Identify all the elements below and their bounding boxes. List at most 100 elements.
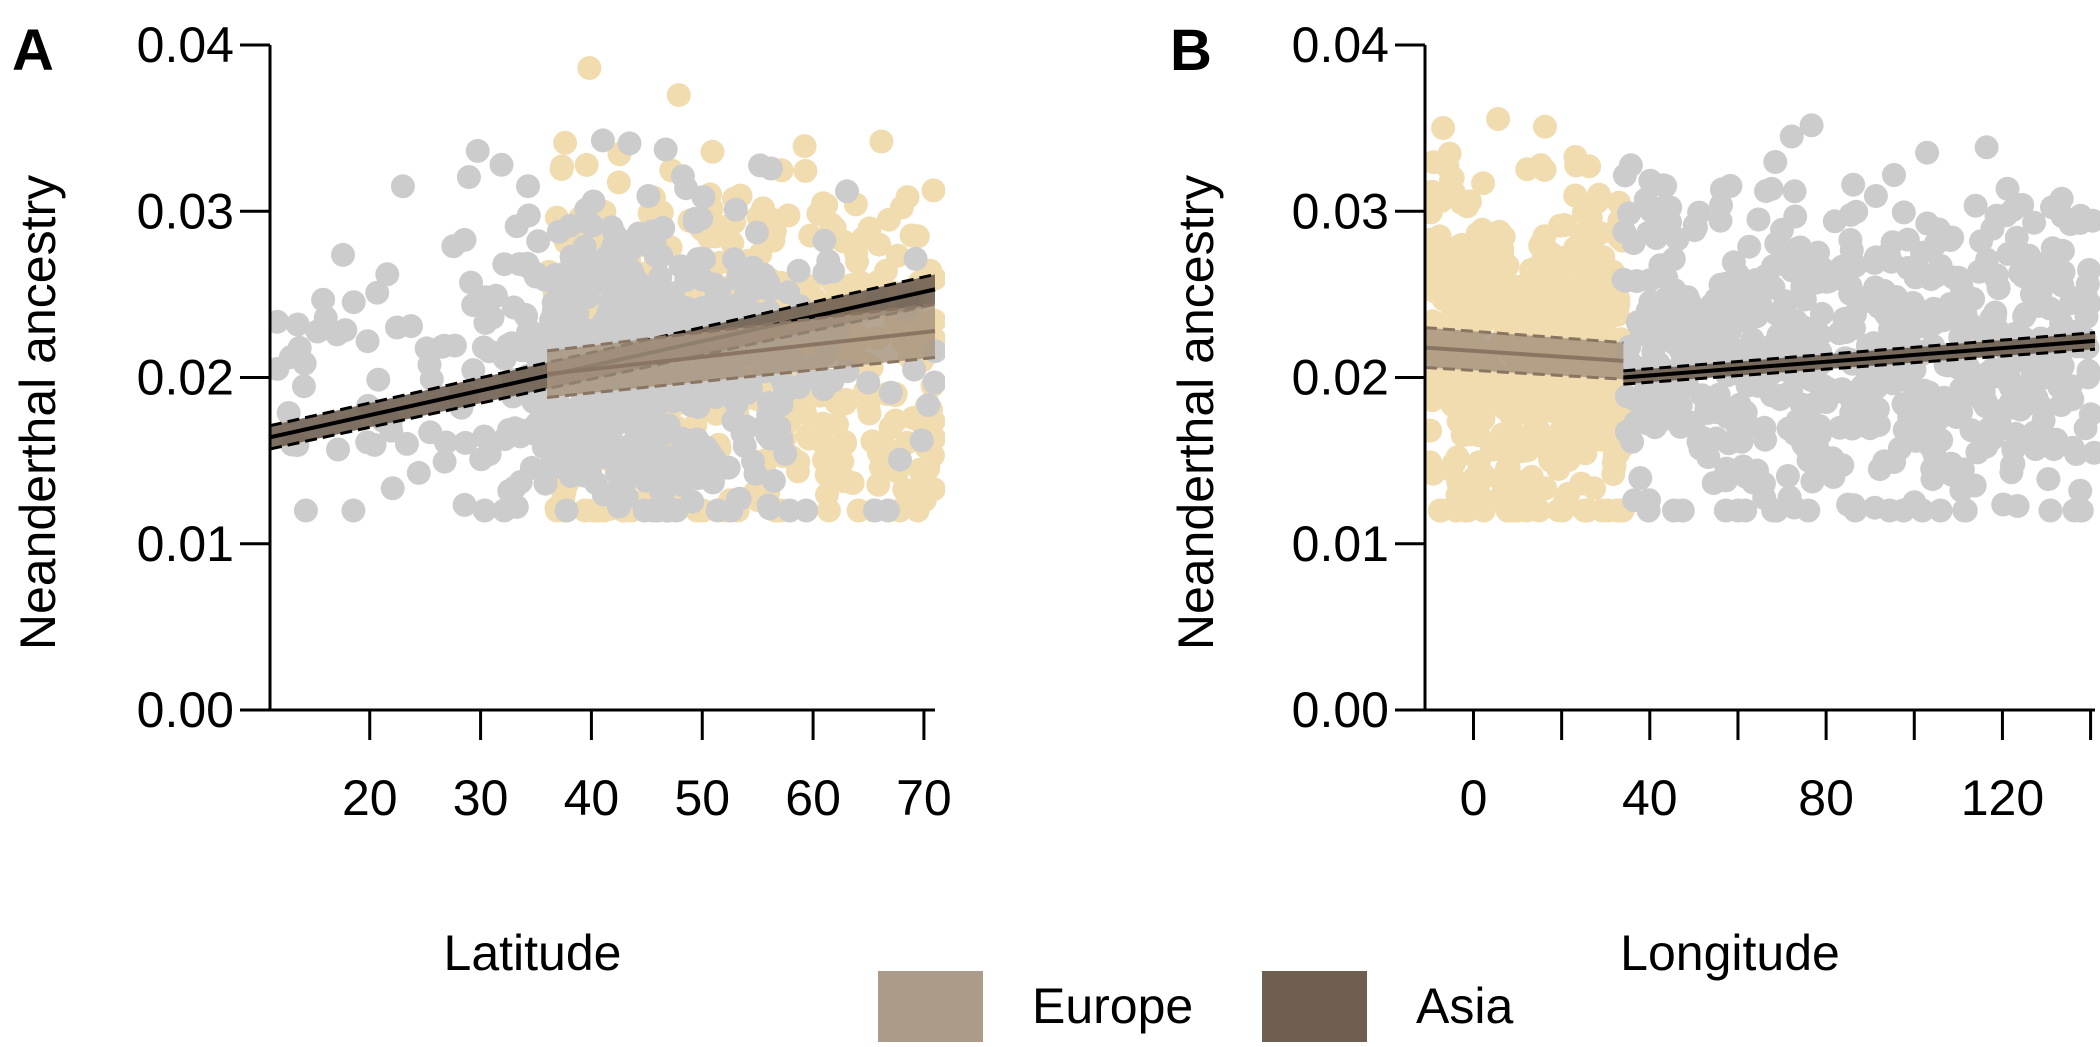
point-asia — [2016, 243, 2041, 268]
point-asia — [1658, 309, 1683, 334]
ci-bound-europe — [546, 302, 936, 353]
point-asia — [1893, 323, 1918, 348]
point-asia — [1682, 213, 1707, 238]
point-asia — [2001, 451, 2026, 476]
point-europe — [883, 408, 908, 433]
point-asia — [1840, 389, 1865, 414]
point-asia — [1974, 135, 1999, 160]
point-asia — [1807, 372, 1832, 397]
point-asia — [1970, 420, 1995, 445]
point-asia — [1867, 457, 1892, 482]
point-asia — [2037, 296, 2062, 321]
point-asia — [1637, 488, 1661, 513]
x-axis-title: Latitude — [444, 925, 622, 981]
point-europe — [1425, 418, 1443, 443]
point-asia — [1712, 307, 1736, 332]
point-asia — [1693, 321, 1717, 346]
point-europe — [1475, 248, 1500, 273]
point-asia — [1612, 219, 1637, 244]
point-asia — [1863, 184, 1888, 208]
point-asia — [1805, 437, 1830, 462]
point-europe — [1579, 230, 1604, 255]
point-europe — [1462, 465, 1487, 490]
point-europe — [1461, 290, 1486, 315]
point-asia — [2022, 210, 2047, 235]
point-asia — [341, 498, 366, 523]
point-asia — [305, 319, 330, 344]
point-asia — [1785, 408, 1810, 433]
point-asia — [1810, 256, 1835, 281]
point-asia — [430, 334, 455, 359]
point-asia — [1928, 498, 1953, 523]
point-europe — [1449, 190, 1474, 215]
point-asia — [1965, 440, 1990, 465]
point-asia — [1830, 254, 1855, 279]
point-asia — [1710, 467, 1735, 492]
point-asia — [909, 428, 934, 453]
point-asia — [516, 174, 540, 199]
y-tick-label: 0.04 — [137, 17, 234, 73]
x-tick-label: 30 — [453, 770, 509, 826]
x-tick-label: 60 — [785, 770, 841, 826]
point-asia — [452, 492, 477, 517]
point-asia — [2032, 272, 2056, 297]
y-tick-label: 0.02 — [1292, 350, 1389, 406]
point-asia — [1740, 327, 1765, 352]
point-europe — [846, 498, 871, 523]
point-europe — [857, 401, 882, 426]
point-asia — [1963, 193, 1988, 218]
point-europe — [1441, 451, 1466, 476]
point-asia — [1614, 384, 1639, 409]
x-tick-label: 50 — [674, 770, 730, 826]
point-asia — [1782, 179, 1807, 204]
point-asia — [1636, 220, 1661, 245]
point-europe — [815, 482, 839, 507]
point-europe — [606, 170, 631, 195]
point-asia — [1773, 305, 1798, 329]
point-asia — [1946, 265, 1971, 290]
point-asia — [270, 309, 290, 334]
point-asia — [1783, 204, 1808, 229]
point-europe — [1457, 422, 1482, 447]
point-europe — [845, 249, 869, 274]
point-asia — [554, 498, 579, 523]
point-asia — [1939, 306, 1964, 331]
point-asia — [1764, 231, 1789, 256]
x-tick-label: 40 — [564, 770, 620, 826]
point-asia — [1799, 113, 1824, 138]
x-tick-label: 40 — [1622, 770, 1678, 826]
point-asia — [1637, 268, 1662, 293]
point-asia — [685, 466, 710, 491]
point-asia — [546, 219, 571, 244]
point-asia — [599, 215, 624, 240]
point-asia — [580, 392, 605, 417]
point-asia — [331, 242, 355, 267]
point-europe — [921, 178, 945, 203]
point-asia — [1797, 336, 1822, 361]
point-asia — [1617, 201, 1642, 226]
point-europe — [847, 269, 872, 294]
point-asia — [1809, 301, 1834, 326]
point-asia — [574, 197, 599, 222]
point-europe — [792, 134, 817, 159]
point-europe — [1602, 454, 1627, 478]
point-asia — [390, 174, 415, 199]
point-asia — [616, 307, 641, 332]
point-asia — [1902, 490, 1927, 515]
point-europe — [1519, 482, 1544, 507]
point-europe — [1601, 401, 1626, 425]
point-asia — [1973, 394, 1998, 419]
point-europe — [912, 488, 937, 513]
point-asia — [2038, 498, 2063, 523]
point-asia — [1761, 498, 1786, 523]
point-asia — [380, 476, 405, 501]
point-europe — [1440, 393, 1465, 418]
point-asia — [399, 314, 423, 339]
point-asia — [1729, 429, 1754, 454]
point-europe — [553, 130, 578, 155]
point-europe — [876, 207, 901, 232]
point-asia — [1748, 292, 1773, 317]
point-asia — [477, 442, 502, 466]
point-europe — [1564, 153, 1589, 178]
